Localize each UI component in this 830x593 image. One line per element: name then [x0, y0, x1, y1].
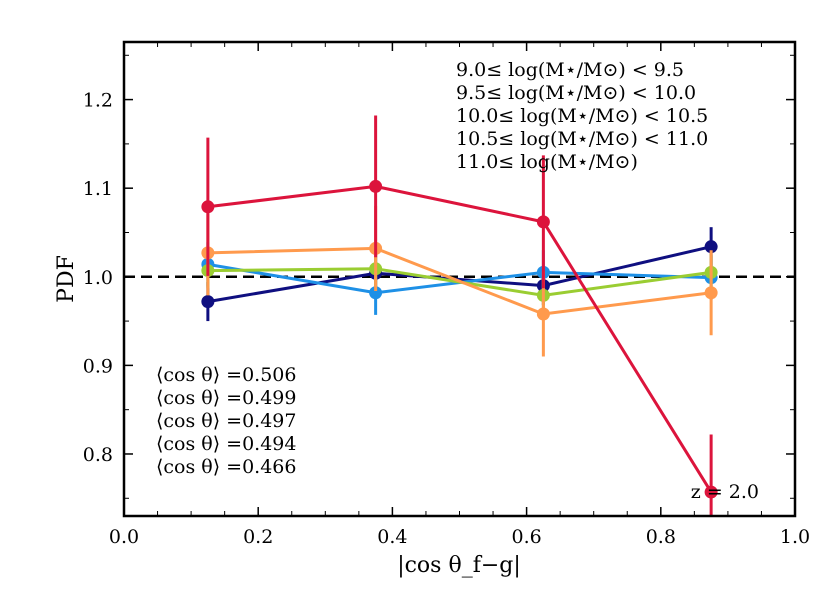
data-point: [704, 240, 718, 254]
redshift-annotation: z = 2.0: [691, 481, 759, 503]
legend-entry: 9.0≤ log(M⋆/M⊙) < 9.5: [456, 59, 684, 81]
legend-entry: 9.5≤ log(M⋆/M⊙) < 10.0: [456, 82, 696, 104]
x-tick-label: 0.4: [377, 526, 407, 548]
mean-cos-labels: ⟨cos θ⟩ =0.506⟨cos θ⟩ =0.499⟨cos θ⟩ =0.4…: [156, 364, 297, 478]
mean-cos-label: ⟨cos θ⟩ =0.497: [156, 410, 297, 432]
y-tick-label: 1.1: [83, 178, 113, 200]
series-4: [201, 115, 718, 516]
data-point: [704, 485, 718, 499]
data-point: [704, 286, 718, 300]
data-point: [201, 295, 215, 309]
plot-content: [124, 115, 795, 516]
legend-entry: 10.5≤ log(M⋆/M⊙) < 11.0: [456, 128, 708, 150]
data-point: [369, 179, 383, 193]
x-tick-label: 0.8: [646, 526, 676, 548]
mean-cos-label: ⟨cos θ⟩ =0.506: [156, 364, 297, 386]
mean-cos-label: ⟨cos θ⟩ =0.499: [156, 387, 297, 409]
data-point: [369, 286, 383, 300]
series-line: [207, 246, 712, 316]
y-tick-label: 0.9: [83, 355, 113, 377]
y-tick-label: 1.2: [83, 90, 113, 112]
data-point: [536, 307, 550, 321]
y-axis-label: PDF: [54, 255, 79, 303]
x-tick-label: 0.2: [243, 526, 273, 548]
x-tick-label: 0.0: [109, 526, 139, 548]
series-line: [207, 245, 712, 304]
y-tick-label: 1.0: [83, 267, 113, 289]
legend-entry: 11.0≤ log(M⋆/M⊙): [456, 151, 638, 173]
data-point: [536, 215, 550, 229]
x-tick-label: 0.6: [511, 526, 541, 548]
plot-frame: [122, 40, 797, 518]
series-line: [207, 184, 713, 493]
data-point: [201, 200, 215, 214]
legend: 9.0≤ log(M⋆/M⊙) < 9.59.5≤ log(M⋆/M⊙) < 1…: [456, 59, 708, 173]
mean-cos-label: ⟨cos θ⟩ =0.494: [156, 433, 297, 455]
mean-cos-label: ⟨cos θ⟩ =0.466: [156, 456, 297, 478]
y-tick-label: 0.8: [83, 444, 113, 466]
x-tick-label: 1.0: [780, 526, 810, 548]
legend-entry: 10.0≤ log(M⋆/M⊙) < 10.5: [456, 105, 708, 127]
x-axis-label: |cos θ_f−g|: [397, 553, 521, 578]
